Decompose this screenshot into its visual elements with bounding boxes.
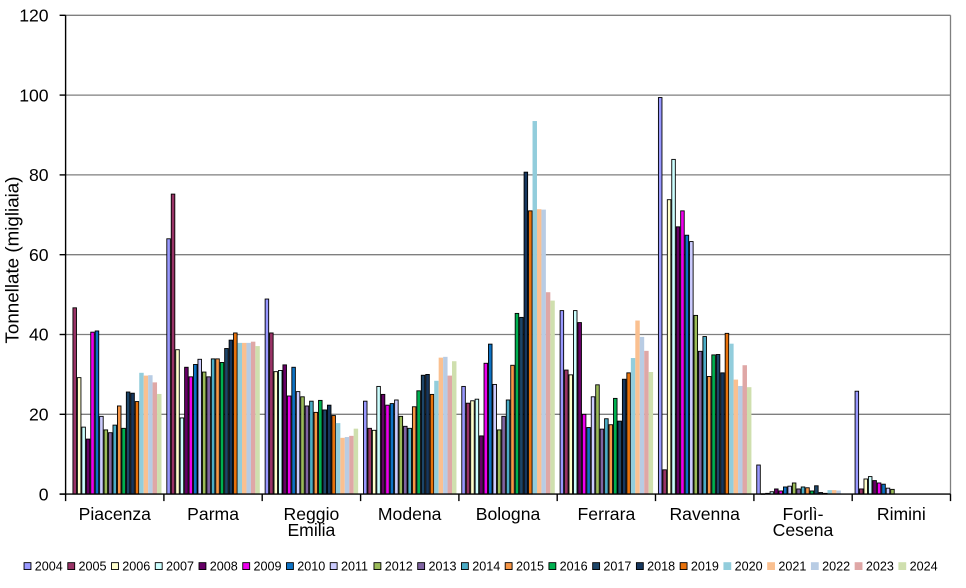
svg-text:Ravenna: Ravenna bbox=[669, 504, 740, 524]
svg-text:Reggio: Reggio bbox=[284, 504, 340, 524]
svg-text:2013: 2013 bbox=[428, 560, 456, 574]
svg-text:80: 80 bbox=[29, 165, 49, 185]
svg-text:2018: 2018 bbox=[647, 560, 675, 574]
svg-text:Cesena: Cesena bbox=[773, 520, 834, 540]
svg-text:Forlì-: Forlì- bbox=[782, 504, 823, 524]
svg-text:2009: 2009 bbox=[254, 560, 282, 574]
svg-text:2012: 2012 bbox=[385, 560, 413, 574]
svg-text:2019: 2019 bbox=[691, 560, 719, 574]
svg-text:Piacenza: Piacenza bbox=[79, 504, 152, 524]
svg-text:100: 100 bbox=[19, 85, 49, 105]
svg-text:2020: 2020 bbox=[735, 560, 763, 574]
svg-text:Parma: Parma bbox=[187, 504, 239, 524]
svg-text:Ferrara: Ferrara bbox=[578, 504, 636, 524]
svg-text:2006: 2006 bbox=[122, 560, 150, 574]
svg-text:2023: 2023 bbox=[866, 560, 894, 574]
svg-text:2015: 2015 bbox=[516, 560, 544, 574]
svg-text:2022: 2022 bbox=[822, 560, 850, 574]
svg-text:Emilia: Emilia bbox=[287, 520, 335, 540]
svg-text:120: 120 bbox=[19, 6, 49, 26]
svg-text:60: 60 bbox=[29, 245, 49, 265]
svg-text:2014: 2014 bbox=[472, 560, 500, 574]
svg-text:0: 0 bbox=[39, 484, 49, 504]
svg-text:2017: 2017 bbox=[603, 560, 631, 574]
svg-text:Modena: Modena bbox=[378, 504, 442, 524]
svg-text:20: 20 bbox=[29, 405, 49, 425]
svg-text:2021: 2021 bbox=[778, 560, 806, 574]
svg-text:Bologna: Bologna bbox=[476, 504, 541, 524]
svg-text:2011: 2011 bbox=[341, 560, 368, 574]
svg-text:Tonnellate (migliaia): Tonnellate (migliaia) bbox=[2, 176, 23, 343]
svg-text:Rimini: Rimini bbox=[877, 504, 926, 524]
svg-text:2008: 2008 bbox=[210, 560, 238, 574]
svg-text:2004: 2004 bbox=[35, 560, 63, 574]
svg-text:2024: 2024 bbox=[910, 560, 938, 574]
svg-text:2016: 2016 bbox=[560, 560, 588, 574]
svg-text:40: 40 bbox=[29, 325, 49, 345]
svg-text:2007: 2007 bbox=[166, 560, 194, 574]
svg-text:2005: 2005 bbox=[79, 560, 107, 574]
svg-text:2010: 2010 bbox=[297, 560, 325, 574]
